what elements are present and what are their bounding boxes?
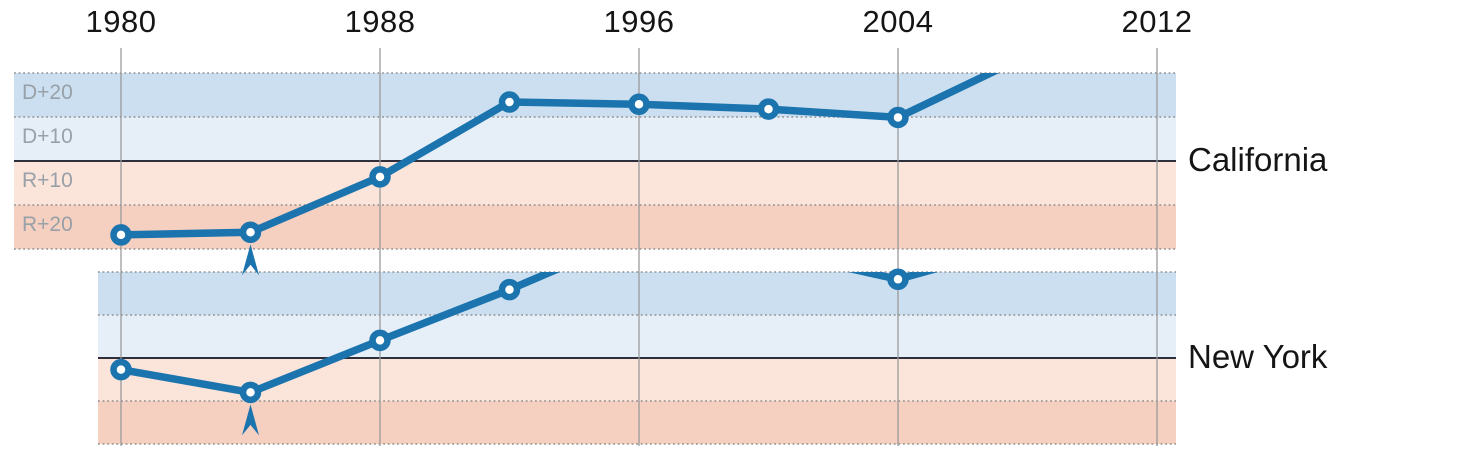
point-california-2000	[757, 98, 780, 120]
panel-label-california: California	[1188, 141, 1328, 178]
point-new-york-1984	[239, 381, 262, 404]
series-layer	[110, 73, 1000, 436]
x-tick-1988: 1988	[344, 4, 416, 39]
point-new-york-1992	[498, 278, 521, 301]
trend-line-new-york	[120, 272, 939, 397]
x-tick-2004: 2004	[862, 4, 934, 39]
point-california-1988	[369, 166, 391, 188]
arrow-up-marker-california-1984	[242, 244, 259, 276]
band-new-york-d10	[98, 315, 1176, 358]
band-california-d10	[14, 117, 1176, 161]
band-label-d10: D+10	[22, 125, 73, 148]
x-tick-1980: 1980	[85, 4, 157, 39]
band-new-york-r20	[98, 401, 1176, 444]
arrow-up-marker-new-york-1984	[242, 404, 259, 436]
point-california-1996	[628, 93, 650, 115]
band-label-r20: R+20	[22, 213, 73, 236]
x-tick-1996: 1996	[603, 4, 675, 39]
band-label-d20: D+20	[22, 81, 73, 104]
trend-group-new-york	[120, 272, 939, 397]
point-california-1984	[239, 221, 262, 244]
bands-layer	[14, 72, 1176, 445]
point-california-2004	[887, 106, 909, 129]
point-new-york-1980	[110, 358, 132, 381]
band-california-r10	[14, 161, 1176, 205]
band-california-d20	[14, 73, 1176, 117]
point-new-york-2004	[887, 268, 909, 291]
band-label-r10: R+10	[22, 169, 73, 192]
point-california-1980	[110, 224, 132, 246]
band-california-r20	[14, 205, 1176, 249]
band-new-york-d20	[98, 272, 1176, 315]
x-tick-2012: 2012	[1121, 4, 1193, 39]
point-new-york-1988	[369, 329, 391, 352]
panel-label-new-york: New York	[1188, 338, 1328, 375]
point-california-1992	[498, 91, 521, 113]
